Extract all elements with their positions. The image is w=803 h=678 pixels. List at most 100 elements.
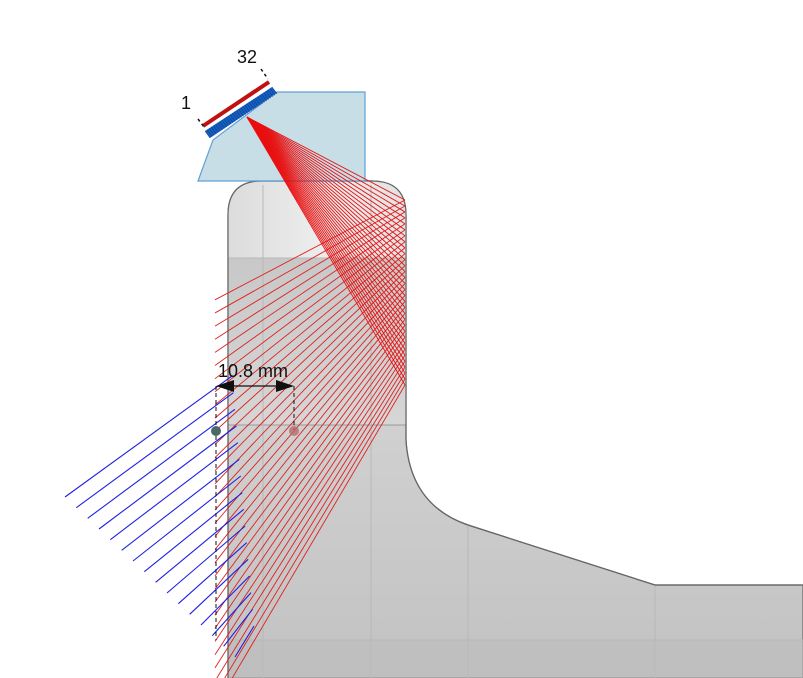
reflected-ray xyxy=(214,229,406,366)
reference-point-red xyxy=(289,426,299,436)
skip-ray xyxy=(155,508,245,583)
skip-ray xyxy=(166,525,246,594)
reflected-ray xyxy=(214,301,406,524)
incident-ray xyxy=(246,116,406,374)
array-element-divider xyxy=(246,103,253,111)
incident-ray xyxy=(246,116,406,237)
array-element-divider xyxy=(240,107,246,115)
incident-ray xyxy=(246,116,406,207)
array-element-divider xyxy=(223,118,230,126)
dimension-label: 10.8 mm xyxy=(218,361,288,381)
array-element-divider xyxy=(271,86,278,95)
reflected-ray xyxy=(214,360,406,655)
element-1-label: 1 xyxy=(181,93,191,113)
array-element-divider xyxy=(213,125,219,133)
array-element-divider xyxy=(229,114,236,122)
arrow-left-icon xyxy=(216,380,234,392)
array-element-divider xyxy=(217,122,223,130)
part-base-shadow xyxy=(228,640,803,678)
incident-ray xyxy=(246,116,406,368)
incident-ray xyxy=(246,116,406,290)
incident-ray xyxy=(246,116,406,308)
array-element-divider xyxy=(250,100,257,108)
incident-ray xyxy=(246,116,406,201)
incident-ray xyxy=(246,116,406,261)
incident-ray xyxy=(246,116,406,231)
skip-ray xyxy=(177,542,248,605)
reflected-ray xyxy=(231,384,406,678)
reflected-ray xyxy=(214,342,406,616)
incident-ray xyxy=(246,116,406,380)
skip-ray xyxy=(132,475,242,562)
array-element-divider xyxy=(252,99,259,107)
array-element-divider xyxy=(236,110,242,118)
reflected-ray xyxy=(214,253,406,419)
reflected-ray xyxy=(214,319,406,563)
incident-ray xyxy=(246,116,406,249)
skip-ray xyxy=(234,625,255,658)
reflected-ray xyxy=(214,331,406,590)
array-element-divider xyxy=(204,130,211,139)
incident-ray xyxy=(246,116,406,255)
array-element-divider xyxy=(248,101,255,110)
array-element-divider xyxy=(215,123,221,132)
array-element-divider xyxy=(221,119,227,128)
reflected-ray xyxy=(214,277,406,471)
incident-ray xyxy=(246,116,406,338)
incident-ray xyxy=(246,116,406,344)
reflected-ray xyxy=(214,354,406,642)
offset-dimension: 10.8 mm xyxy=(211,361,299,640)
array-element-divider xyxy=(259,95,265,103)
phased-array-probe: 1 32 xyxy=(181,47,278,139)
test-part xyxy=(227,180,803,678)
incident-ray xyxy=(246,116,406,356)
skip-ray xyxy=(87,408,236,519)
skip-ray xyxy=(76,392,234,509)
incident-ray xyxy=(246,116,406,332)
array-element-divider xyxy=(255,97,261,106)
array-element-divider xyxy=(242,106,248,114)
array-element-divider xyxy=(231,112,238,121)
reflected-ray xyxy=(214,336,406,603)
array-element-divider xyxy=(263,92,269,100)
arrow-right-icon xyxy=(276,380,294,392)
incident-ray xyxy=(246,116,406,219)
incident-ray xyxy=(246,116,406,278)
skip-ray xyxy=(211,592,252,637)
array-element-divider xyxy=(227,115,234,124)
array-element-divider xyxy=(219,121,225,129)
incident-ray xyxy=(246,116,406,284)
reflected-ray xyxy=(224,378,406,678)
array-element-divider xyxy=(265,90,271,99)
array-element-divider xyxy=(244,104,251,113)
incident-ray xyxy=(246,116,406,314)
array-element-divider xyxy=(234,111,240,119)
incident-ray xyxy=(246,116,406,225)
part-edges xyxy=(228,185,803,678)
skip-ray xyxy=(110,442,239,541)
reflected-ray xyxy=(214,217,406,340)
array-element-divider xyxy=(208,128,215,136)
skip-ray xyxy=(200,575,250,626)
incident-ray xyxy=(246,116,406,272)
incident-ray xyxy=(246,116,406,326)
reflected-ray xyxy=(214,265,406,445)
skip-ray xyxy=(189,558,249,615)
element-32-leader xyxy=(260,68,269,80)
reflected-ray xyxy=(214,313,406,550)
reflected-ray xyxy=(214,241,406,393)
skip-ray xyxy=(143,492,243,573)
array-element-divider xyxy=(269,88,276,96)
reflected-ray xyxy=(214,307,406,537)
reflected-ray xyxy=(216,372,406,678)
array-element-divider xyxy=(257,96,263,104)
incident-ray xyxy=(246,116,406,266)
skip-ray xyxy=(64,375,233,498)
array-element-divider xyxy=(211,126,217,135)
incident-ray xyxy=(246,116,406,362)
reference-point-blue xyxy=(211,426,221,436)
incident-ray xyxy=(246,116,406,386)
reflected-ray xyxy=(214,205,406,314)
